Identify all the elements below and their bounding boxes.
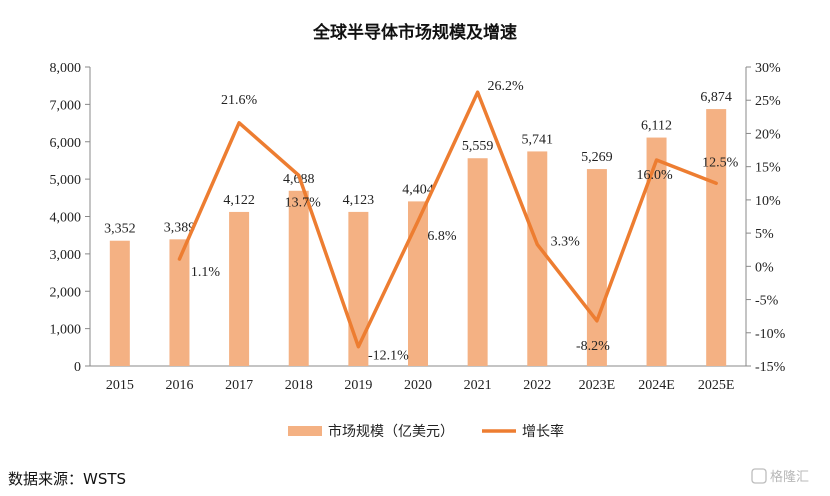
line-data-label: 26.2% [488,79,525,94]
x-tick-label: 2017 [225,378,253,393]
bar-data-label: 5,741 [522,132,554,147]
left-tick-label: 1,000 [50,323,82,338]
bar-data-label: 4,123 [343,193,375,208]
chart-title: 全球半导体市场规模及增速 [312,22,517,43]
bar-series [109,109,727,366]
watermark-text: 格隆汇 [770,469,809,485]
bar [229,211,250,366]
line-data-label: 16.0% [636,168,673,183]
right-tick-label: 30% [755,61,781,76]
right-tick-label: 5% [755,227,774,242]
right-tick-label: 20% [755,127,781,142]
bar-data-label: 3,389 [164,220,196,235]
bar [527,151,548,366]
left-tick-label: 7,000 [50,98,82,113]
right-tick-label: 10% [755,194,781,209]
bar [408,201,428,366]
left-tick-label: 2,000 [50,285,82,300]
line-data-label: 21.6% [221,93,258,108]
line-data-label: -8.2% [576,339,610,354]
legend-swatch-bar [288,426,322,436]
left-tick-label: 6,000 [50,136,82,151]
left-tick-label: 8,000 [50,61,82,76]
bar [646,137,667,366]
right-tick-label: 15% [755,161,781,176]
right-tick-label: 0% [755,260,774,275]
x-tick-label: 2025E [698,378,735,393]
x-tick-label: 2016 [165,378,193,393]
bar-data-label: 5,269 [581,150,613,165]
line-data-label: 1.1% [191,265,221,280]
growth-line [177,90,718,349]
line-data-label: 6.8% [427,229,457,244]
legend: 市场规模（亿美元） 增长率 [288,423,564,440]
x-tick-label: 2022 [523,378,551,393]
x-tick-label: 2021 [464,378,492,393]
line-series [177,90,718,349]
bar-data-label: 4,122 [223,193,255,208]
x-tick-label: 2024E [638,378,675,393]
right-tick-label: 25% [755,94,781,109]
watermark: 格隆汇 [751,468,809,485]
x-tick-label: 2019 [344,378,372,393]
x-tick-label: 2023E [579,378,616,393]
right-tick-label: -10% [755,327,786,342]
bar [706,109,727,366]
bar-data-label: 6,874 [700,90,732,105]
line-data-label: 3.3% [551,234,581,249]
bar-data-label: 5,559 [462,139,494,154]
bar-data-label: 6,112 [641,119,672,134]
bar-data-label: 4,404 [402,182,434,197]
left-tick-label: 4,000 [50,211,82,226]
left-tick-label: 5,000 [50,173,82,188]
x-tick-label: 2015 [106,378,134,393]
bar [586,169,607,366]
bar-data-label: 3,352 [104,222,136,237]
left-tick-label: 3,000 [50,248,82,263]
x-axis: 2015 2016 2017 2018 2019 2020 2021 2022 2023E 202… [90,365,746,393]
x-tick-label: 2020 [404,378,432,393]
line-data-labels: 1.1% 21.6% 13.7% -12.1% 6.8% 26.2% 3.3% -8.2% 16… [191,79,739,363]
x-tick-label: 2018 [285,378,313,393]
right-tick-label: -5% [755,294,779,309]
line-data-label: 13.7% [285,195,322,210]
bar [169,239,190,366]
watermark-logo-icon [751,468,767,484]
bar [109,240,130,366]
bar [288,190,309,366]
source-note: 数据来源：WSTS [8,470,126,488]
bar [467,158,488,366]
legend-label-bar: 市场规模（亿美元） [328,423,454,440]
line-data-label: 12.5% [702,155,739,170]
left-tick-label: 0 [74,360,81,375]
legend-label-line: 增长率 [522,423,564,440]
right-axis: -15% -10% -5% 0% 5% 10% 15% 20% 25% 30% [745,61,786,375]
right-tick-label: -15% [755,360,786,375]
line-data-label: -12.1% [368,349,409,364]
left-axis: 0 1,000 2,000 3,000 4,000 5,000 6,000 7,000 8,00… [50,61,91,375]
